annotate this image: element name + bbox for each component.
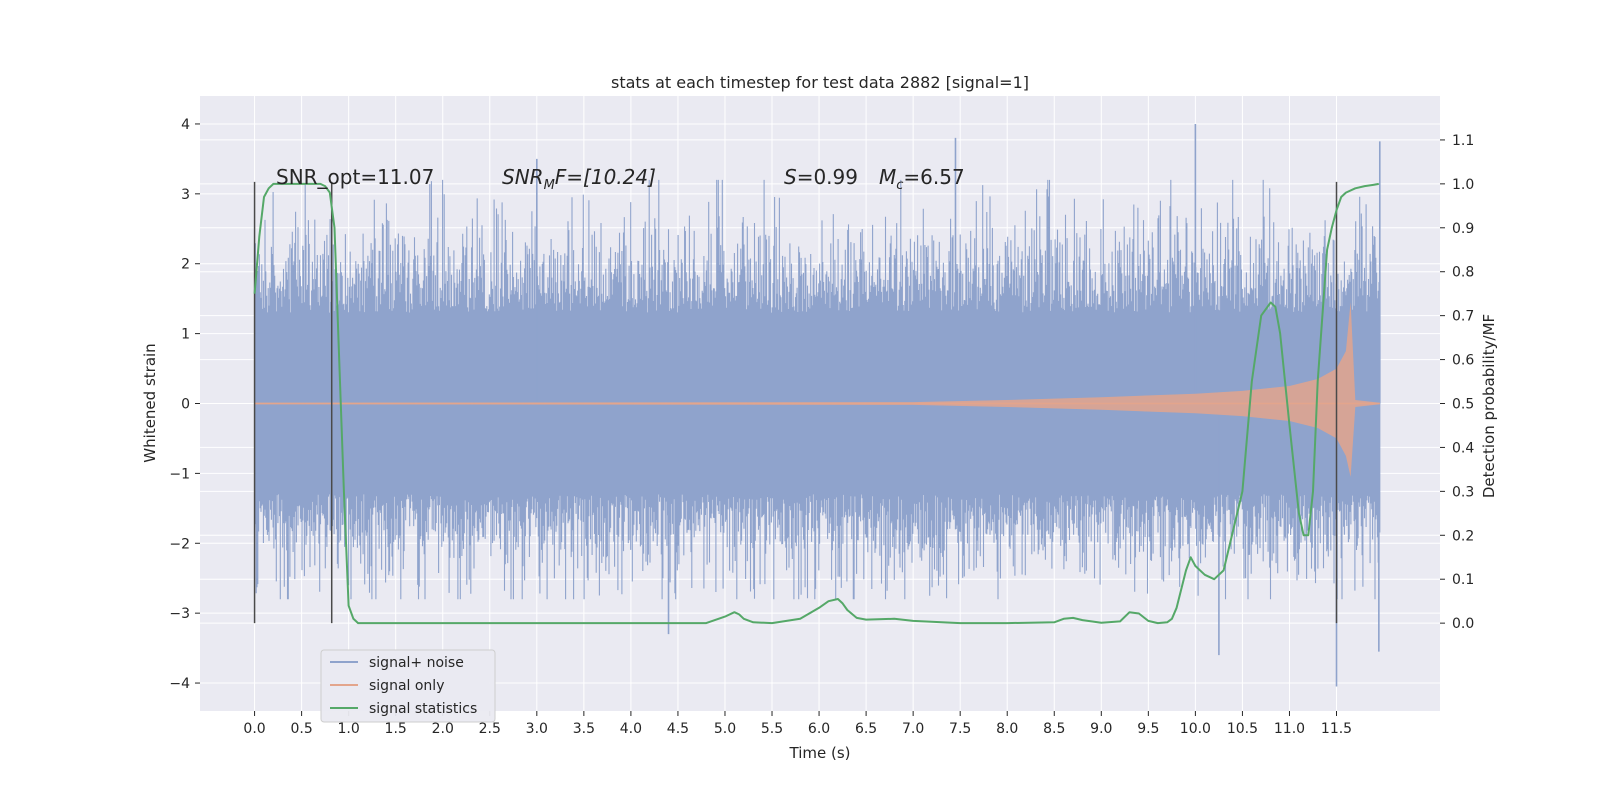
y-left-tick-label: −3 <box>169 606 190 622</box>
y-left-tick-label: −1 <box>169 466 190 482</box>
x-tick-label: 1.5 <box>385 721 407 737</box>
y-right-tick-label: 1.0 <box>1452 177 1474 193</box>
y-left-tick-label: 0 <box>181 397 190 413</box>
y-left-tick-label: −2 <box>169 536 190 552</box>
x-tick-label: 3.5 <box>573 721 595 737</box>
y-left-tick-label: 4 <box>181 117 190 133</box>
x-axis-ticks: 0.0 0.5 1.0 1.5 2.0 2.5 3.0 3.5 4.0 4.5 5.0 5.5 6.0 6… <box>243 711 1352 737</box>
legend-label-signal-statistics: signal statistics <box>369 701 477 717</box>
x-tick-label: 8.0 <box>996 721 1018 737</box>
y-right-tick-label: 0.5 <box>1452 397 1474 413</box>
x-tick-label: 6.5 <box>855 721 877 737</box>
x-tick-label: 7.0 <box>902 721 924 737</box>
signal-statistics-series <box>253 182 1379 625</box>
x-tick-label: 0.0 <box>243 721 265 737</box>
y-right-tick-label: 0.6 <box>1452 353 1474 369</box>
y-left-tick-label: 2 <box>181 257 190 273</box>
y-right-axis-ticks: 1.1 1.0 0.9 0.8 0.7 0.6 0.5 0.4 0.3 0.2 0.1 0.0 <box>1440 133 1474 632</box>
y-left-tick-label: 3 <box>181 187 190 203</box>
y-right-axis-label: Detection probability/MF <box>1480 314 1498 498</box>
x-tick-label: 5.5 <box>761 721 783 737</box>
x-tick-label: 1.0 <box>338 721 360 737</box>
annotation-mc: Mc=6.57 <box>879 165 965 193</box>
y-right-tick-label: 1.1 <box>1452 133 1474 149</box>
y-left-axis-label: Whitened strain <box>141 343 159 462</box>
x-tick-label: 9.5 <box>1137 721 1159 737</box>
annotation-s: S=0.99 <box>784 165 858 189</box>
x-tick-label: 10.0 <box>1180 721 1211 737</box>
chart-title: stats at each timestep for test data 288… <box>611 73 1029 92</box>
y-right-tick-label: 0.7 <box>1452 309 1474 325</box>
y-right-tick-label: 0.3 <box>1452 484 1474 500</box>
x-tick-label: 8.5 <box>1043 721 1065 737</box>
x-tick-label: 4.5 <box>667 721 689 737</box>
x-tick-label: 0.5 <box>290 721 312 737</box>
signal-only-series <box>254 302 1380 477</box>
legend-box <box>320 649 496 723</box>
x-tick-label: 6.0 <box>808 721 830 737</box>
x-tick-label: 11.5 <box>1321 721 1352 737</box>
x-tick-label: 3.0 <box>526 721 548 737</box>
y-left-axis-ticks: 4 3 2 1 0 −1 −2 −3 −4 <box>169 117 200 692</box>
legend: signal+ noise signal only signal statist… <box>320 649 496 723</box>
x-tick-label: 2.5 <box>479 721 501 737</box>
x-tick-label: 7.5 <box>949 721 971 737</box>
legend-label-signal-noise: signal+ noise <box>369 655 464 671</box>
annotation-snr-mf: SNRMF=[10.24] <box>502 165 656 193</box>
x-tick-label: 4.0 <box>620 721 642 737</box>
y-left-tick-label: 1 <box>181 327 190 343</box>
x-tick-label: 10.5 <box>1227 721 1258 737</box>
y-right-tick-label: 0.1 <box>1452 572 1474 588</box>
x-tick-label: 5.0 <box>714 721 736 737</box>
legend-label-signal-only: signal only <box>369 678 444 694</box>
y-right-tick-label: 0.8 <box>1452 265 1474 281</box>
x-tick-label: 11.0 <box>1274 721 1305 737</box>
y-right-tick-label: 0.4 <box>1452 440 1474 456</box>
annotation-snr-opt: SNR_opt=11.07 <box>276 165 434 189</box>
y-right-tick-label: 0.2 <box>1452 528 1474 544</box>
x-tick-label: 9.0 <box>1090 721 1112 737</box>
x-axis-label: Time (s) <box>789 744 851 762</box>
vertical-marker-lines <box>253 181 1338 624</box>
x-tick-label: 2.0 <box>432 721 454 737</box>
y-right-tick-label: 0.0 <box>1452 616 1474 632</box>
y-right-tick-label: 0.9 <box>1452 221 1474 237</box>
statistics-line <box>253 182 1379 625</box>
y-left-tick-label: −4 <box>169 676 190 692</box>
